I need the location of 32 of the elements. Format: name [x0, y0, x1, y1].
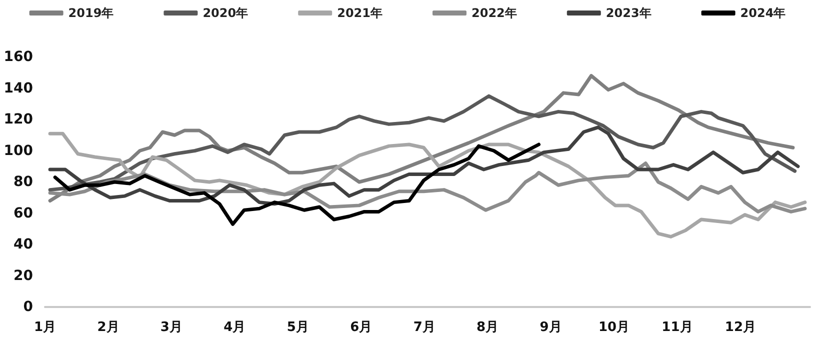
line-series [53, 142, 541, 226]
x-tick-label: 5月 [286, 320, 309, 335]
x-tick-label: 8月 [476, 320, 499, 335]
x-tick-label: 6月 [350, 320, 372, 335]
y-tick-label: 40 [14, 236, 34, 252]
y-tick-label: 100 [4, 142, 34, 159]
y-tick-label: 0 [23, 299, 34, 315]
x-tick-label: 12月 [724, 320, 756, 335]
x-tick-label: 10月 [598, 320, 630, 335]
legend-label: 2024年 [740, 6, 786, 20]
legend-label: 2021年 [337, 6, 383, 20]
x-tick-label: 11月 [662, 320, 693, 335]
legend-label: 2019年 [68, 6, 114, 20]
legend-label: 2022年 [472, 6, 517, 20]
y-tick-label: 60 [14, 205, 34, 222]
y-tick-label: 140 [4, 80, 34, 96]
y-tick-label: 120 [4, 112, 34, 128]
legend-label: 2023年 [606, 6, 652, 20]
y-tick-label: 20 [14, 268, 34, 284]
x-tick-label: 3月 [160, 320, 182, 335]
x-tick-label: 7月 [413, 320, 436, 335]
y-tick-label: 80 [14, 174, 34, 190]
line-series [48, 132, 807, 238]
x-tick-label: 4月 [224, 320, 246, 335]
x-tick-label: 1月 [34, 320, 56, 335]
x-tick-label: 9月 [540, 320, 562, 335]
line-series [48, 74, 795, 202]
x-tick-label: 2月 [97, 320, 120, 335]
line-series [48, 126, 800, 206]
line-series [48, 94, 797, 192]
legend-label: 2020年 [202, 6, 248, 20]
y-tick-label: 160 [4, 49, 34, 65]
